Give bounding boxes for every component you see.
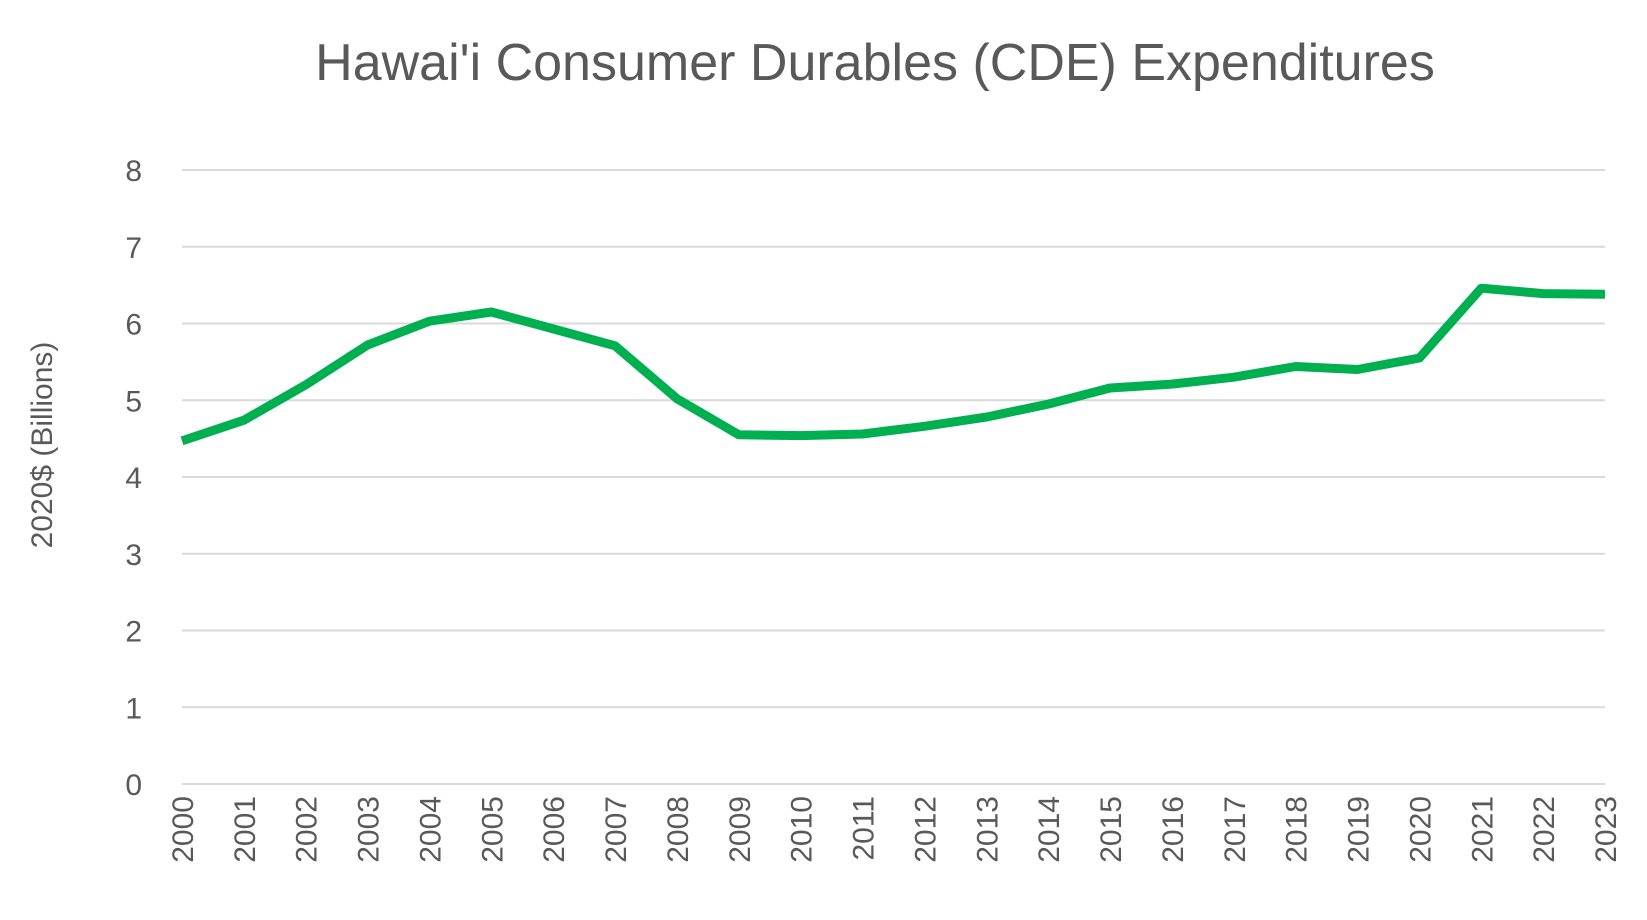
y-tick-label: 1 [125,692,142,725]
x-tick-label: 2020 [1404,796,1437,863]
y-tick-labels: 0 1 2 3 4 5 6 7 8 [125,155,142,802]
x-tick-label: 2012 [909,796,942,863]
x-tick-label: 2000 [167,796,200,863]
chart-title: Hawai'i Consumer Durables (CDE) Expendit… [315,34,1435,92]
x-tick-label: 2010 [786,796,819,863]
x-tick-labels: 2000 2001 2002 2003 2004 2005 2006 2007 2008 2009… [167,796,1623,863]
x-tick-label: 2015 [1095,796,1128,863]
x-tick-label: 2006 [538,796,571,863]
x-tick-label: 2007 [600,796,633,863]
x-tick-label: 2013 [971,796,1004,863]
x-tick-label: 2023 [1590,796,1623,863]
gridlines [182,169,1605,785]
x-tick-label: 2022 [1528,796,1561,863]
x-tick-label: 2019 [1343,796,1376,863]
x-tick-label: 2021 [1466,796,1499,863]
x-tick-label: 2004 [414,796,447,863]
y-tick-label: 3 [125,539,142,572]
x-tick-label: 2018 [1281,796,1314,863]
x-tick-label: 2011 [848,796,881,861]
y-tick-label: 0 [125,769,142,802]
x-tick-label: 2017 [1219,796,1252,863]
x-tick-label: 2002 [291,796,324,863]
y-tick-label: 7 [125,232,142,265]
x-tick-label: 2003 [353,796,386,863]
x-tick-label: 2016 [1157,796,1190,863]
y-tick-label: 4 [125,462,142,495]
x-tick-label: 2008 [662,796,695,863]
x-tick-label: 2001 [229,796,262,863]
y-tick-label: 5 [125,385,142,418]
y-tick-label: 8 [125,155,142,188]
x-tick-label: 2009 [724,796,757,863]
y-tick-label: 2 [125,616,142,649]
x-tick-label: 2005 [476,796,509,863]
y-tick-label: 6 [125,309,142,342]
series-group [180,283,1606,446]
x-tick-label: 2014 [1033,796,1066,863]
y-axis-label: 2020$ (Billions) [26,342,59,549]
series-line [180,283,1606,446]
